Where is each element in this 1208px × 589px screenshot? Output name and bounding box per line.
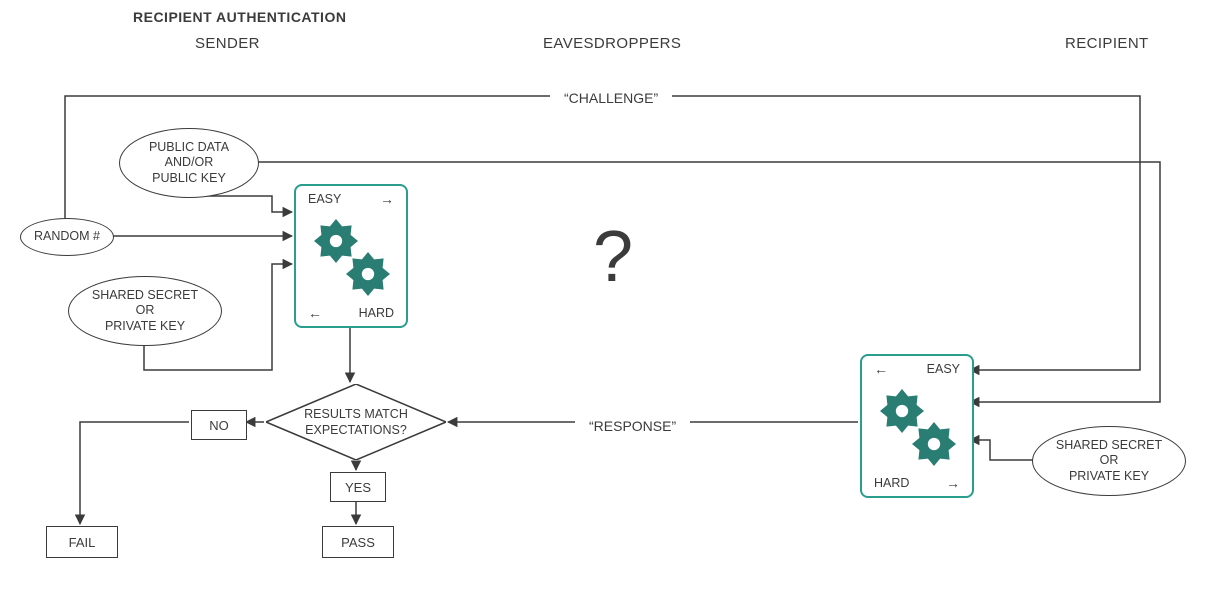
arrow-right-icon: →: [946, 476, 960, 490]
arrow-left-icon: ←: [308, 306, 322, 320]
arrow-right-icon: →: [380, 192, 394, 206]
node-decision-text: RESULTS MATCHEXPECTATIONS?: [266, 406, 446, 439]
gearbox-sender: EASY → ← HARD: [294, 184, 408, 328]
node-pass: PASS: [322, 526, 394, 558]
label-challenge: “CHALLENGE”: [550, 86, 672, 110]
eavesdropper-question-icon: ?: [593, 216, 633, 298]
node-yes: YES: [330, 472, 386, 502]
node-public-data: PUBLIC DATAAND/ORPUBLIC KEY: [119, 128, 259, 198]
node-fail: FAIL: [46, 526, 118, 558]
node-no: NO: [191, 410, 247, 440]
gearbox-recipient: ← EASY HARD →: [860, 354, 974, 498]
label-response: “RESPONSE”: [575, 414, 690, 438]
arrow-left-icon: ←: [874, 362, 888, 376]
node-secret-left: SHARED SECRETORPRIVATE KEY: [68, 276, 222, 346]
gearbox-sender-hard: HARD: [359, 306, 394, 320]
gearbox-recipient-hard: HARD: [874, 476, 909, 490]
diagram-stage: RECIPIENT AUTHENTICATION SENDER EAVESDRO…: [0, 0, 1208, 589]
node-decision: RESULTS MATCHEXPECTATIONS?: [266, 384, 446, 460]
node-random: RANDOM #: [20, 218, 114, 256]
gearbox-recipient-easy: EASY: [927, 362, 960, 376]
gearbox-sender-easy: EASY: [308, 192, 341, 206]
node-secret-right: SHARED SECRETORPRIVATE KEY: [1032, 426, 1186, 496]
